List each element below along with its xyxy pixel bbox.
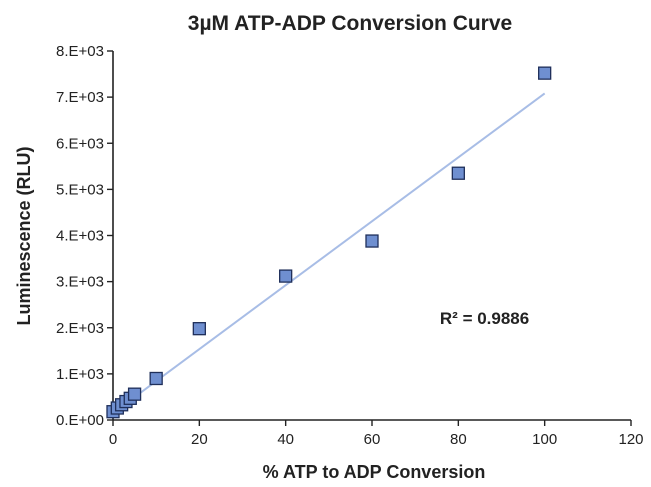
data-point — [127, 387, 142, 401]
y-tick-label: 0.E+00 — [56, 412, 104, 429]
x-tick-label: 20 — [191, 431, 208, 448]
x-axis-title: % ATP to ADP Conversion — [263, 462, 486, 482]
data-point — [538, 66, 552, 80]
chart-title: 3µM ATP-ADP Conversion Curve — [188, 12, 512, 35]
data-point — [451, 166, 465, 180]
y-axis-title: Luminescence (RLU) — [14, 146, 34, 325]
x-tick-label: 0 — [109, 431, 117, 448]
data-points-layer — [106, 66, 552, 419]
x-tick-label: 40 — [277, 431, 294, 448]
tick-labels-layer: 0.E+00 1.E+03 2.E+03 3.E+03 4.E+03 5.E+03 6.E+… — [56, 43, 643, 448]
data-point — [365, 234, 379, 248]
data-point — [149, 371, 163, 386]
y-tick-label: 8.E+03 — [56, 43, 104, 60]
x-tick-label: 100 — [532, 431, 557, 448]
data-point — [192, 322, 206, 336]
r-squared-annotation: R² = 0.9886 — [440, 309, 529, 328]
y-tick-label: 6.E+03 — [56, 135, 104, 152]
x-tick-label: 120 — [618, 431, 643, 448]
x-tick-label: 60 — [364, 431, 381, 448]
axes-layer — [107, 50, 632, 426]
y-tick-label: 5.E+03 — [56, 181, 104, 198]
trendline — [112, 92, 546, 414]
y-tick-label: 1.E+03 — [56, 366, 104, 383]
y-tick-label: 3.E+03 — [56, 274, 104, 291]
y-tick-label: 7.E+03 — [56, 89, 104, 106]
y-tick-label: 2.E+03 — [56, 320, 104, 337]
y-tick-label: 4.E+03 — [56, 228, 104, 245]
data-point — [279, 269, 293, 283]
x-tick-label: 80 — [450, 431, 467, 448]
trendline-layer — [112, 92, 546, 414]
